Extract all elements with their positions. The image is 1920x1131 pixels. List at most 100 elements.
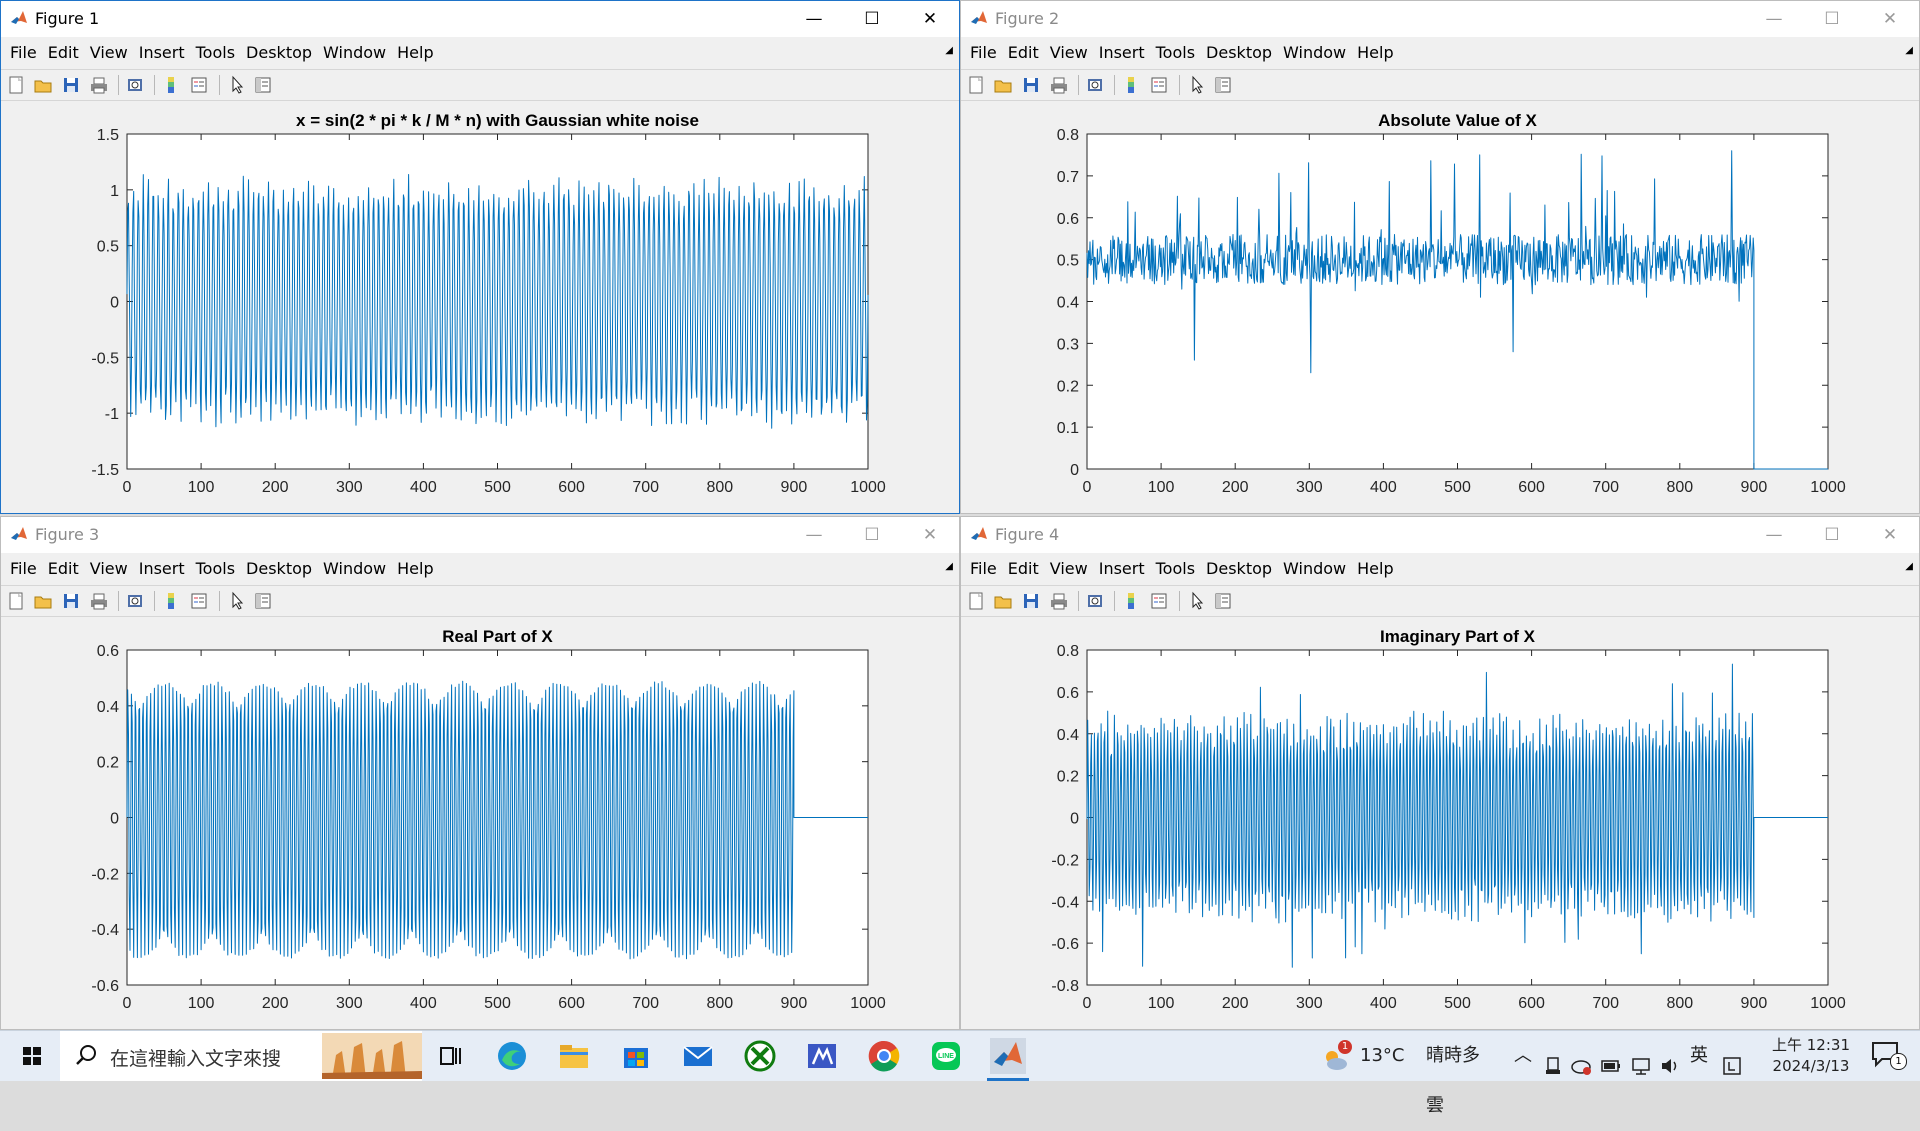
window-titlebar[interactable]: Figure 4 — ☐ ✕ (961, 517, 1919, 553)
legend-icon[interactable] (189, 591, 209, 611)
xbox-icon[interactable] (742, 1038, 778, 1074)
window-titlebar[interactable]: Figure 3 — ☐ ✕ (1, 517, 959, 553)
print-preview-icon[interactable] (125, 75, 145, 95)
weather-widget[interactable]: 1 13°C 晴時多雲 (1318, 1031, 1488, 1116)
close-button[interactable]: ✕ (1882, 9, 1898, 29)
print-icon[interactable] (89, 591, 109, 611)
figure-window-4[interactable]: Figure 4 — ☐ ✕ File Edit View Insert Tools Deskto… (960, 516, 1920, 1030)
window-titlebar[interactable]: Figure 2 — ☐ ✕ (961, 1, 1919, 37)
network-icon[interactable] (1630, 1046, 1652, 1096)
plot-area[interactable]: Real Part of X 0 100 200 300 400 500 600 700 800 9… (1, 617, 959, 1029)
close-button[interactable]: ✕ (922, 525, 938, 545)
ime-indicator[interactable]: 英 (1690, 1045, 1708, 1066)
plot-area[interactable]: Imaginary Part of X 0 100 200 300 400 500 600 70… (961, 617, 1919, 1029)
line-icon[interactable]: LINE (928, 1038, 964, 1074)
print-icon[interactable] (89, 75, 109, 95)
plot-area[interactable]: x = sin(2 * pi * k / M * n) with Gaussia… (1, 101, 959, 513)
menu-item-view[interactable]: View (1049, 559, 1088, 578)
matlab-icon[interactable] (987, 1038, 1029, 1081)
menu-item-insert[interactable]: Insert (138, 43, 185, 62)
menu-item-tools[interactable]: Tools (1155, 43, 1196, 62)
maximize-button[interactable]: ☐ (1824, 525, 1840, 545)
new-figure-icon[interactable] (966, 591, 986, 611)
close-button[interactable]: ✕ (1882, 525, 1898, 545)
select-cursor-icon[interactable] (1187, 75, 1207, 95)
legend-icon[interactable] (1149, 591, 1169, 611)
volume-icon[interactable] (1660, 1046, 1682, 1096)
colorbar-icon[interactable] (161, 591, 181, 611)
minimize-button[interactable]: — (1765, 9, 1783, 29)
maximize-button[interactable]: ☐ (864, 9, 880, 29)
clock[interactable]: 上午 12:31 2024/3/13 (1766, 1035, 1856, 1077)
window-titlebar[interactable]: Figure 1 — ☐ ✕ (1, 1, 959, 37)
menu-item-desktop[interactable]: Desktop (1206, 43, 1273, 62)
menu-item-window[interactable]: Window (1283, 43, 1347, 62)
battery-icon[interactable] (1600, 1046, 1622, 1096)
menu-item-window[interactable]: Window (323, 559, 387, 578)
select-cursor-icon[interactable] (227, 75, 247, 95)
menu-item-view[interactable]: View (1049, 43, 1088, 62)
chevron-up-icon[interactable]: ︿ (1514, 1045, 1532, 1066)
print-icon[interactable] (1049, 591, 1069, 611)
menu-item-help[interactable]: Help (1357, 559, 1394, 578)
property-inspector-icon[interactable] (253, 75, 273, 95)
onedrive-icon[interactable] (1570, 1046, 1592, 1096)
menu-item-file[interactable]: File (970, 43, 997, 62)
maximize-button[interactable]: ☐ (864, 525, 880, 545)
store-icon[interactable] (618, 1038, 654, 1074)
menu-item-view[interactable]: View (89, 43, 128, 62)
new-figure-icon[interactable] (6, 75, 26, 95)
minimize-button[interactable]: — (805, 9, 823, 29)
save-icon[interactable] (61, 75, 81, 95)
new-figure-icon[interactable] (966, 75, 986, 95)
menu-item-edit[interactable]: Edit (47, 43, 79, 62)
print-preview-icon[interactable] (1085, 591, 1105, 611)
menu-item-help[interactable]: Help (397, 559, 434, 578)
task-view-icon[interactable] (432, 1038, 468, 1074)
minimize-button[interactable]: — (805, 525, 823, 545)
dock-arrow-icon[interactable]: ◢ (945, 45, 953, 56)
menu-item-help[interactable]: Help (397, 43, 434, 62)
taskbar-search-box[interactable]: 在這裡輸入文字來搜 (60, 1031, 422, 1081)
menu-item-desktop[interactable]: Desktop (1206, 559, 1273, 578)
dock-arrow-icon[interactable]: ◢ (1905, 45, 1913, 56)
print-preview-icon[interactable] (125, 591, 145, 611)
usb-icon[interactable] (1544, 1046, 1562, 1096)
menu-item-desktop[interactable]: Desktop (246, 559, 313, 578)
legend-icon[interactable] (189, 75, 209, 95)
menu-item-insert[interactable]: Insert (1098, 559, 1145, 578)
colorbar-icon[interactable] (1121, 591, 1141, 611)
menu-item-file[interactable]: File (10, 43, 37, 62)
chrome-icon[interactable] (866, 1038, 902, 1074)
select-cursor-icon[interactable] (227, 591, 247, 611)
mail-icon[interactable] (680, 1038, 716, 1074)
windows-start-icon[interactable] (14, 1038, 50, 1074)
edge-icon[interactable] (494, 1038, 530, 1074)
menu-item-insert[interactable]: Insert (138, 559, 185, 578)
save-icon[interactable] (1021, 75, 1041, 95)
menu-item-desktop[interactable]: Desktop (246, 43, 313, 62)
open-file-icon[interactable] (993, 591, 1013, 611)
menu-item-tools[interactable]: Tools (195, 559, 236, 578)
colorbar-icon[interactable] (161, 75, 181, 95)
menu-item-file[interactable]: File (10, 559, 37, 578)
dock-arrow-icon[interactable]: ◢ (1905, 561, 1913, 572)
minimize-button[interactable]: — (1765, 525, 1783, 545)
ime-mode-icon[interactable] (1722, 1046, 1742, 1096)
save-icon[interactable] (61, 591, 81, 611)
open-file-icon[interactable] (33, 591, 53, 611)
menu-item-tools[interactable]: Tools (195, 43, 236, 62)
menu-item-tools[interactable]: Tools (1155, 559, 1196, 578)
figure-window-1[interactable]: Figure 1 — ☐ ✕ File Edit View Insert Tools Deskto… (0, 0, 960, 514)
property-inspector-icon[interactable] (253, 591, 273, 611)
matlab-editor-icon[interactable] (804, 1038, 840, 1074)
select-cursor-icon[interactable] (1187, 591, 1207, 611)
figure-window-3[interactable]: Figure 3 — ☐ ✕ File Edit View Insert Tools Deskto… (0, 516, 960, 1030)
plot-area[interactable]: Absolute Value of X 0 100 200 300 400 500 600 70… (961, 101, 1919, 513)
print-preview-icon[interactable] (1085, 75, 1105, 95)
legend-icon[interactable] (1149, 75, 1169, 95)
menu-item-help[interactable]: Help (1357, 43, 1394, 62)
figure-window-2[interactable]: Figure 2 — ☐ ✕ File Edit View Insert Tools Deskto… (960, 0, 1920, 514)
save-icon[interactable] (1021, 591, 1041, 611)
menu-item-edit[interactable]: Edit (1007, 559, 1039, 578)
